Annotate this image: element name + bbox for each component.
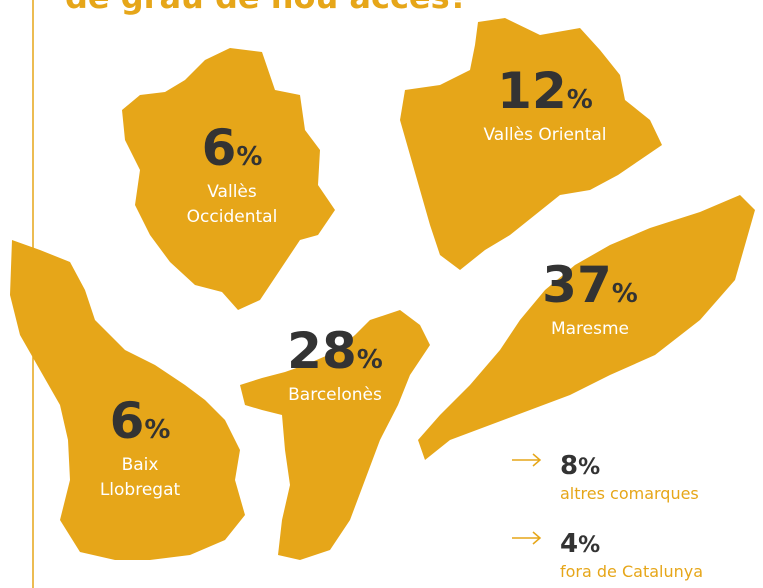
percent-value: 12: [497, 62, 567, 120]
other-label: altres comarques: [560, 484, 699, 503]
region-name: Maresme: [551, 319, 629, 339]
percent-value: 28: [287, 322, 357, 380]
region-name: Vallès Oriental: [483, 125, 606, 145]
region-maresme: [418, 195, 755, 460]
region-name: Baix: [122, 455, 159, 475]
percent-unit: %: [144, 415, 170, 445]
legend: [512, 453, 542, 545]
percent: 6%: [110, 392, 171, 450]
region-valles-oriental: [400, 18, 662, 270]
region-baix-llobregat: [10, 240, 245, 560]
percent-unit: %: [578, 455, 600, 480]
percent-value: 8: [560, 451, 578, 481]
percent: 6%: [202, 119, 263, 177]
percent-unit: %: [567, 85, 593, 115]
percent: 4%: [560, 529, 600, 559]
percent-unit: %: [578, 533, 600, 558]
percent-unit: %: [236, 142, 262, 172]
title: de grau de nou accés?: [65, 0, 468, 16]
arrow: [512, 453, 542, 467]
region-name: Barcelonès: [288, 385, 382, 405]
region-valles-occidental: [122, 48, 335, 310]
region-barcelones: [240, 310, 430, 560]
region-name: Occidental: [187, 207, 278, 227]
percent: 28%: [287, 322, 383, 380]
percent-value: 6: [110, 392, 145, 450]
percent-value: 6: [202, 119, 237, 177]
percent: 12%: [497, 62, 593, 120]
percent-value: 37: [542, 256, 612, 314]
map: [10, 18, 755, 560]
percent-unit: %: [357, 345, 383, 375]
other-label: fora de Catalunya: [560, 562, 703, 581]
region-name: Vallès: [207, 182, 257, 202]
arrow: [512, 531, 542, 545]
percent: 8%: [560, 451, 600, 481]
region-name: Llobregat: [100, 480, 181, 500]
percent-unit: %: [612, 279, 638, 309]
percent-value: 4: [560, 529, 578, 559]
percent: 37%: [542, 256, 638, 314]
